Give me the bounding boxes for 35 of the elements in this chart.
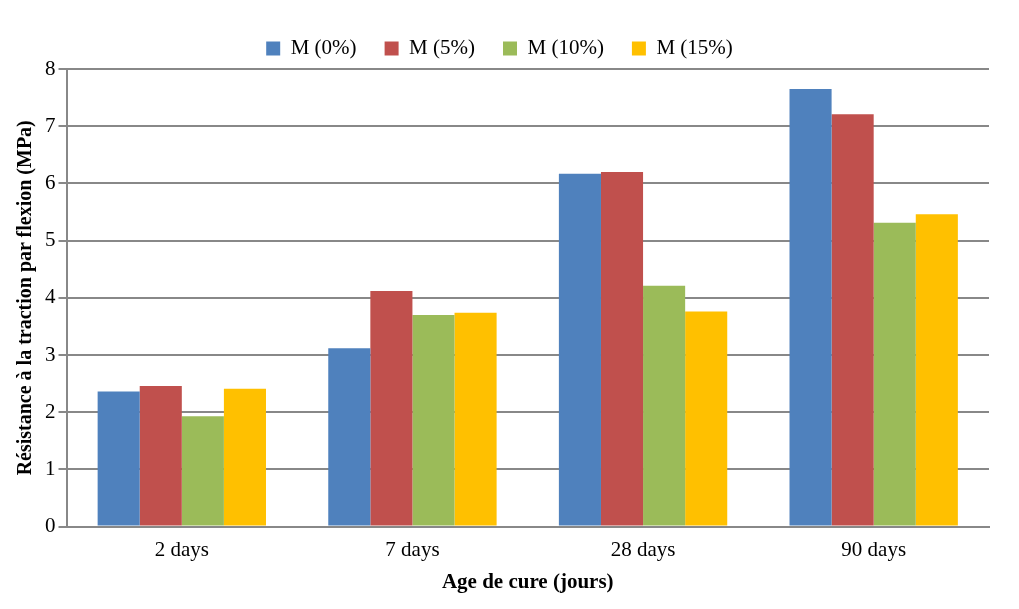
bar [412, 314, 455, 526]
x-tick-label: 90 days [841, 536, 907, 561]
bar [643, 285, 686, 526]
y-tick-label: 1 [45, 455, 56, 480]
bar [181, 416, 224, 526]
y-tick-label: 0 [45, 513, 56, 538]
y-tick-label: 4 [45, 284, 56, 309]
y-tick-label: 8 [45, 55, 56, 80]
y-tick-label: 6 [45, 169, 56, 194]
legend-label: M (15%) [656, 35, 733, 60]
x-axis-title: Age de cure (jours) [441, 568, 614, 593]
legend-label: M (10%) [527, 35, 604, 60]
bar [370, 290, 413, 526]
bar [328, 348, 371, 526]
bar [97, 391, 140, 526]
bar [831, 114, 874, 526]
legend-label: M (5%) [409, 35, 476, 60]
bar [685, 311, 728, 526]
y-axis-title: Résistance à la traction par flexion (MPa) [13, 120, 37, 476]
bar [454, 312, 497, 526]
y-tick-label: 3 [45, 341, 56, 366]
bar [915, 214, 958, 526]
bar [558, 173, 601, 526]
y-tick-label: 5 [45, 227, 56, 252]
bar [600, 171, 644, 526]
legend-label: M (0%) [290, 35, 357, 60]
bar [223, 388, 266, 526]
x-tick-label: 28 days [610, 536, 676, 561]
y-tick-label: 7 [45, 112, 56, 137]
bar [789, 89, 832, 526]
x-tick-label: 2 days [154, 536, 209, 561]
y-tick-label: 2 [45, 398, 56, 423]
bar [139, 385, 182, 526]
bar [873, 222, 916, 526]
x-tick-label: 7 days [385, 536, 440, 561]
